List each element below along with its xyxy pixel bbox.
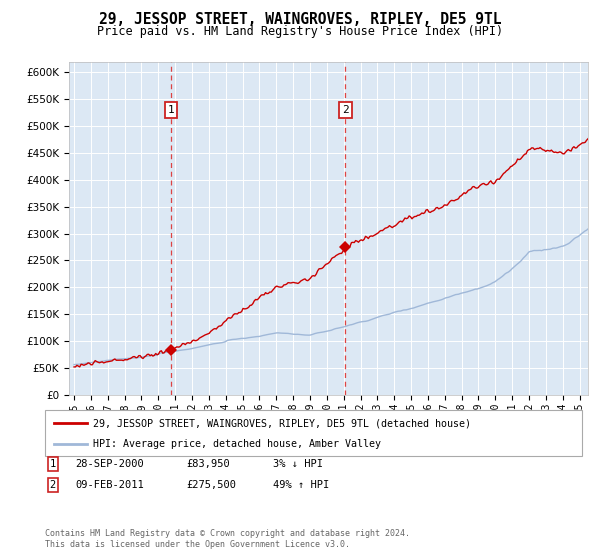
Text: 28-SEP-2000: 28-SEP-2000 [75, 459, 144, 469]
Text: 2: 2 [50, 480, 56, 490]
Text: 49% ↑ HPI: 49% ↑ HPI [273, 480, 329, 490]
Text: 1: 1 [167, 105, 175, 115]
Text: 3% ↓ HPI: 3% ↓ HPI [273, 459, 323, 469]
Text: HPI: Average price, detached house, Amber Valley: HPI: Average price, detached house, Ambe… [93, 438, 381, 449]
Text: £275,500: £275,500 [186, 480, 236, 490]
Text: 2: 2 [342, 105, 349, 115]
Text: Contains HM Land Registry data © Crown copyright and database right 2024.
This d: Contains HM Land Registry data © Crown c… [45, 529, 410, 549]
Text: 29, JESSOP STREET, WAINGROVES, RIPLEY, DE5 9TL (detached house): 29, JESSOP STREET, WAINGROVES, RIPLEY, D… [93, 418, 471, 428]
Text: 09-FEB-2011: 09-FEB-2011 [75, 480, 144, 490]
Text: Price paid vs. HM Land Registry's House Price Index (HPI): Price paid vs. HM Land Registry's House … [97, 25, 503, 38]
Text: 1: 1 [50, 459, 56, 469]
Text: £83,950: £83,950 [186, 459, 230, 469]
Text: 29, JESSOP STREET, WAINGROVES, RIPLEY, DE5 9TL: 29, JESSOP STREET, WAINGROVES, RIPLEY, D… [99, 12, 501, 27]
